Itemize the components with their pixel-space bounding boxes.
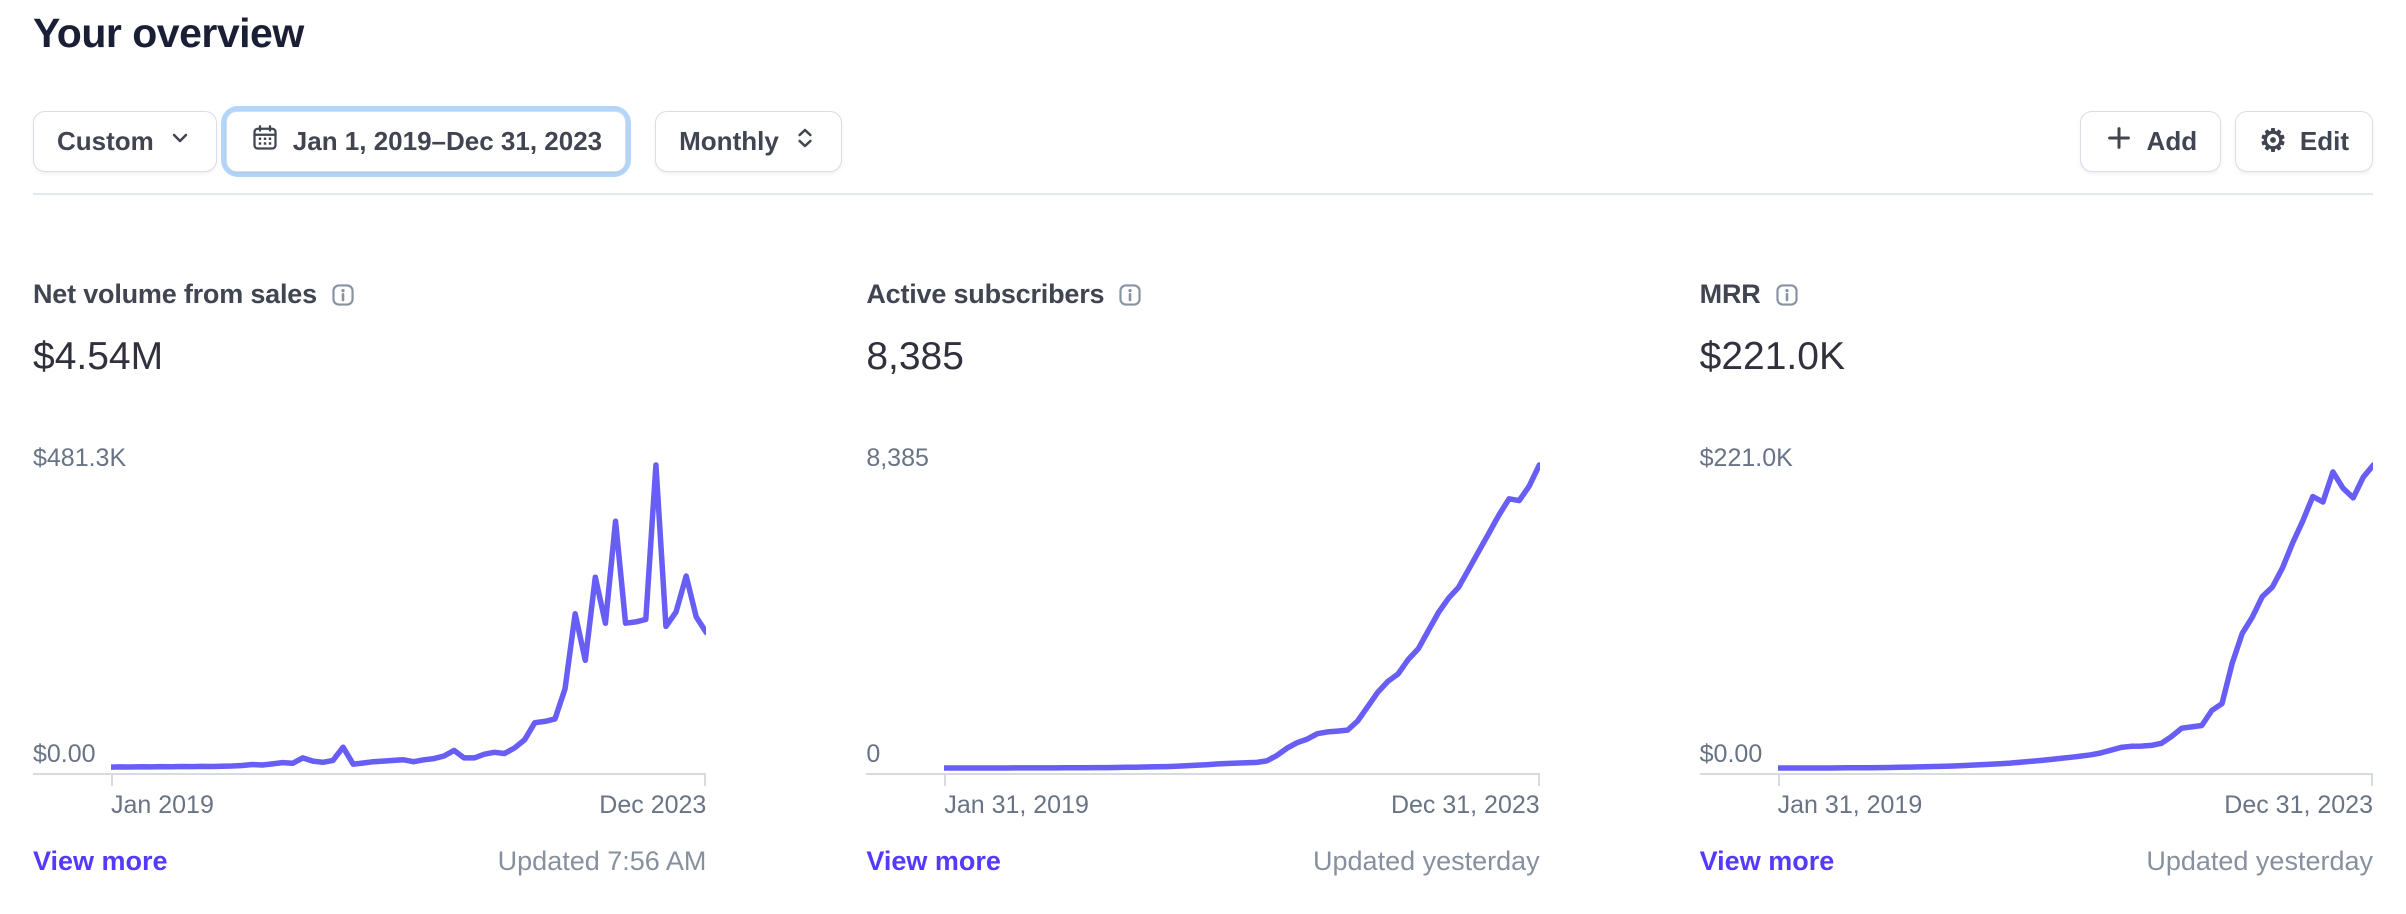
interval-label: Monthly xyxy=(679,125,779,156)
x-axis-start-label: Jan 2019 xyxy=(111,791,214,819)
x-axis-tick xyxy=(2370,774,2373,786)
metric-card-active-subscribers: Active subscribers 8,385 8,385 0 Jan 31,… xyxy=(866,279,1540,877)
interval-select[interactable]: Monthly xyxy=(655,110,842,172)
x-axis-tick xyxy=(944,774,947,786)
info-icon[interactable] xyxy=(330,282,356,308)
x-axis-tick xyxy=(1777,774,1780,786)
metric-value: $4.54M xyxy=(33,335,164,378)
calendar-icon xyxy=(250,123,280,160)
x-axis-end-label: Dec 31, 2023 xyxy=(1390,791,1540,819)
date-range-label: Jan 1, 2019–Dec 31, 2023 xyxy=(292,125,603,156)
active-subscribers-chart: 8,385 0 xyxy=(866,443,1540,786)
y-axis-max-label: $221.0K xyxy=(1699,444,1793,472)
x-axis-start-label: Jan 31, 2019 xyxy=(1777,791,1923,819)
toolbar: Custom Jan 1, 2019–Dec 31, 2023 xyxy=(33,103,2373,179)
metric-card-mrr: MRR $221.0K $221.0K $0.00 Jan 31, 2019 D… xyxy=(1699,279,2373,877)
y-axis-min-label: 0 xyxy=(866,740,881,768)
info-icon[interactable] xyxy=(1774,282,1800,308)
line-chart-plot[interactable] xyxy=(1778,455,2373,773)
x-axis-start-label: Jan 31, 2019 xyxy=(944,791,1089,819)
date-preset-select[interactable]: Custom xyxy=(33,110,217,172)
date-range-focus-ring: Jan 1, 2019–Dec 31, 2023 xyxy=(220,105,632,177)
y-axis-max-label: 8,385 xyxy=(866,444,929,472)
view-more-link[interactable]: View more xyxy=(1699,846,1835,876)
card-title: Net volume from sales xyxy=(33,279,317,309)
x-axis-end-label: Dec 31, 2023 xyxy=(2224,791,2373,819)
y-axis-max-label: $481.3K xyxy=(33,444,127,472)
metric-card-net-volume: Net volume from sales $4.54M $481.3K $0.… xyxy=(33,279,707,877)
updated-status: Updated 7:56 AM xyxy=(497,846,707,876)
view-more-link[interactable]: View more xyxy=(866,846,1001,876)
metric-value: 8,385 xyxy=(866,335,964,378)
add-button-label: Add xyxy=(2146,125,2198,156)
x-axis-line xyxy=(866,773,1540,775)
view-more-link[interactable]: View more xyxy=(33,846,168,876)
plus-icon xyxy=(2104,123,2134,160)
x-axis-tick xyxy=(1537,774,1540,786)
x-axis-line xyxy=(33,773,707,775)
date-range-picker[interactable]: Jan 1, 2019–Dec 31, 2023 xyxy=(225,110,627,172)
metric-value: $221.0K xyxy=(1699,335,1845,378)
card-title: MRR xyxy=(1699,279,1761,309)
divider xyxy=(33,193,2373,195)
edit-button-label: Edit xyxy=(2299,125,2349,156)
card-title: Active subscribers xyxy=(866,279,1105,309)
updated-status: Updated yesterday xyxy=(1313,846,1540,876)
mrr-chart: $221.0K $0.00 xyxy=(1699,443,2373,786)
chevron-down-icon xyxy=(167,125,193,158)
page-title: Your overview xyxy=(33,10,304,56)
gear-icon: ⚙ xyxy=(2259,122,2287,158)
updated-status: Updated yesterday xyxy=(2146,846,2373,876)
line-chart-plot[interactable] xyxy=(944,455,1539,773)
x-axis-line xyxy=(1699,773,2373,775)
x-axis-end-label: Dec 2023 xyxy=(599,791,707,819)
y-axis-min-label: $0.00 xyxy=(33,740,96,768)
metric-cards: Net volume from sales $4.54M $481.3K $0.… xyxy=(0,279,2406,877)
line-chart-plot[interactable] xyxy=(111,455,706,773)
x-axis-tick xyxy=(111,774,113,786)
edit-button[interactable]: ⚙ Edit xyxy=(2235,110,2373,172)
add-button[interactable]: Add xyxy=(2079,110,2222,172)
chevron-up-down-icon xyxy=(792,125,818,158)
x-axis-tick xyxy=(704,774,707,786)
date-preset-label: Custom xyxy=(57,125,154,156)
net-volume-chart: $481.3K $0.00 xyxy=(33,443,707,786)
y-axis-min-label: $0.00 xyxy=(1699,740,1763,768)
info-icon[interactable] xyxy=(1117,282,1143,308)
